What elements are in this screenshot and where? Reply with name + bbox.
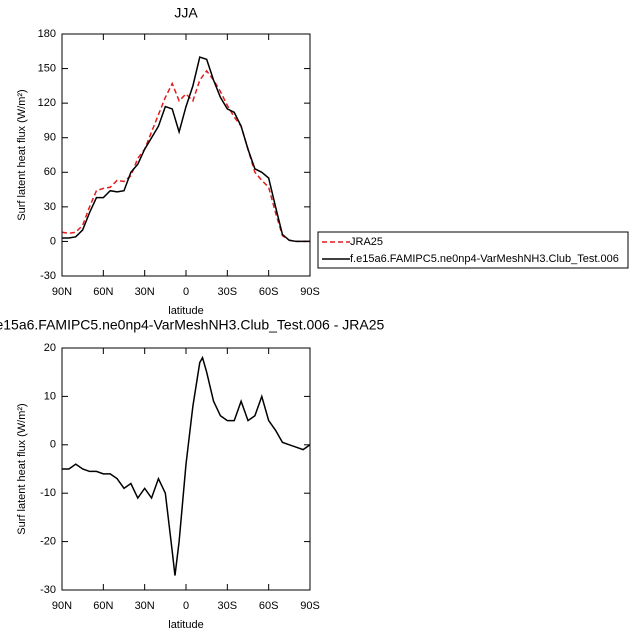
y-tick-label: 150 xyxy=(38,62,56,74)
data-line xyxy=(62,56,310,243)
chart-title: f.e15a6.FAMIPC5.ne0np4-VarMeshNH3.Club_T… xyxy=(0,317,385,333)
x-tick-label: 30N xyxy=(135,600,155,612)
y-tick-label: 90 xyxy=(44,132,56,144)
x-tick-label: 0 xyxy=(183,600,189,612)
x-axis-label: latitude xyxy=(168,305,203,317)
y-tick-label: 0 xyxy=(50,235,56,247)
x-tick-label: 90S xyxy=(300,600,320,612)
legend-label: JRA25 xyxy=(350,236,383,248)
y-tick-label: -10 xyxy=(40,487,56,499)
x-tick-label: 90N xyxy=(52,286,72,298)
x-tick-label: 30S xyxy=(218,286,238,298)
x-tick-label: 60N xyxy=(93,600,113,612)
y-tick-label: -20 xyxy=(40,536,56,548)
x-tick-label: 90S xyxy=(300,286,320,298)
x-tick-label: 90N xyxy=(52,600,72,612)
y-tick-label: 60 xyxy=(44,166,56,178)
y-tick-label: 0 xyxy=(50,439,56,451)
y-tick-label: 10 xyxy=(44,390,56,402)
x-tick-label: 30S xyxy=(218,600,238,612)
y-tick-label: 120 xyxy=(38,97,56,109)
y-tick-label: 30 xyxy=(44,201,56,213)
y-tick-label: -30 xyxy=(40,270,56,282)
legend-label: f.e15a6.FAMIPC5.ne0np4-VarMeshNH3.Club_T… xyxy=(350,253,619,265)
plot-frame xyxy=(61,33,311,277)
y-tick-label: 180 xyxy=(38,28,56,40)
x-tick-label: 0 xyxy=(183,286,189,298)
y-axis-label: Surf latent heat flux (W/m²) xyxy=(16,403,28,534)
chart-title: JJA xyxy=(174,5,198,21)
plot-frame xyxy=(61,347,311,591)
data-line xyxy=(62,355,311,576)
x-axis-label: latitude xyxy=(168,619,203,631)
legend-box xyxy=(317,231,629,269)
x-tick-label: 30N xyxy=(135,286,155,298)
x-tick-label: 60S xyxy=(259,600,279,612)
x-tick-label: 60N xyxy=(93,286,113,298)
y-tick-label: -30 xyxy=(40,584,56,596)
y-tick-label: 20 xyxy=(44,342,56,354)
data-line xyxy=(61,69,310,243)
x-tick-label: 60S xyxy=(259,286,279,298)
y-axis-label: Surf latent heat flux (W/m²) xyxy=(16,89,28,220)
